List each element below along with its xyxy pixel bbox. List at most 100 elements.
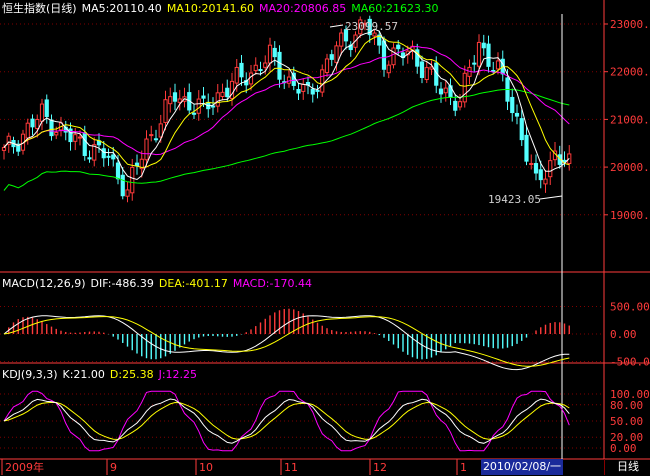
candle-body — [367, 18, 372, 36]
time-tick-label: 11 — [284, 461, 298, 474]
candle-body — [77, 136, 83, 139]
candle-body — [87, 157, 92, 160]
kdj-tick-label: 100.00 — [610, 388, 650, 401]
macd-value: MACD:-170.44 — [232, 277, 312, 290]
candle-body — [462, 72, 467, 103]
j-line — [3, 390, 570, 452]
candle-body — [514, 112, 520, 117]
candle-body — [120, 174, 125, 197]
macd-header: MACD(12,26,9) DIF:-486.39 DEA:-401.17 MACD:… — [2, 277, 317, 290]
kdj-header: KDJ(9,3,3) K:21.00 D:25.38 J:12.25 — [2, 368, 202, 381]
index-name: 恒生指数(日线) — [2, 2, 77, 15]
low-annotation: 19423.05 — [488, 193, 541, 206]
candle-body — [301, 83, 306, 92]
candle-body — [472, 62, 477, 65]
candle-body — [49, 119, 54, 137]
candle-body — [491, 69, 496, 72]
candle-body — [358, 19, 363, 35]
candle-body — [457, 101, 463, 108]
candle-body — [234, 66, 239, 84]
k-line — [3, 398, 570, 444]
candle-body — [495, 60, 501, 70]
time-tick-label: 1 — [460, 461, 467, 474]
candle-body — [334, 45, 339, 63]
price-tick-label: 20000.00 — [610, 161, 650, 174]
candle-body — [286, 76, 292, 84]
candle-body — [329, 54, 334, 60]
d-line — [3, 401, 570, 440]
candle-body — [30, 118, 35, 128]
candle-body — [168, 96, 173, 105]
candle-body — [54, 131, 59, 136]
candle-body — [453, 100, 458, 111]
candle-body — [139, 158, 144, 170]
candle-body — [310, 88, 315, 95]
candle-body — [324, 58, 330, 74]
candle-body — [106, 155, 111, 158]
candle-body — [44, 99, 49, 117]
ma5-value: MA5:20110.40 — [81, 2, 162, 15]
candle-body — [424, 67, 429, 81]
high-annotation: 23099.57 — [345, 20, 398, 33]
candle-body — [163, 99, 168, 123]
candle-body — [125, 189, 130, 197]
cursor-date-label: 2010/02/08/一 — [481, 459, 563, 475]
candle-body — [543, 178, 548, 185]
candle-body — [538, 169, 543, 181]
candle-body — [16, 143, 21, 152]
candle-body — [39, 103, 45, 122]
kdj-tick-label: 80.00 — [610, 399, 643, 412]
ma20-value: MA20:20806.85 — [259, 2, 347, 15]
candle-body — [225, 87, 230, 98]
candle-body — [519, 118, 524, 141]
candle-body — [6, 135, 11, 145]
kdj-tick-label: 0.00 — [610, 442, 637, 455]
d-value: D:25.38 — [109, 368, 154, 381]
price-tick-label: 22000.00 — [610, 66, 650, 79]
price-tick-label: 21000.00 — [610, 113, 650, 126]
candle-body — [343, 29, 349, 42]
candle-body — [92, 144, 97, 161]
candle-body — [210, 105, 216, 108]
macd-title: MACD(12,26,9) — [2, 277, 86, 290]
period-selector[interactable]: 日线 — [604, 459, 650, 475]
kdj-tick-label: 50.00 — [610, 415, 643, 428]
ma60-line — [3, 88, 570, 191]
candle-body — [386, 64, 391, 74]
candle-body — [263, 62, 268, 68]
candle-body — [272, 47, 277, 58]
candle-body — [196, 98, 201, 114]
candle-body — [529, 163, 534, 166]
candle-body — [377, 34, 382, 46]
ma60-value: MA60:21623.30 — [351, 2, 439, 15]
candle-body — [149, 134, 154, 137]
time-tick-label: 9 — [110, 461, 117, 474]
candle-body — [277, 51, 282, 80]
candle-body — [158, 123, 163, 138]
candle-body — [220, 91, 225, 97]
high-marker — [329, 24, 344, 28]
macd-tick-label: 500.00 — [610, 301, 650, 314]
candle-body — [144, 138, 149, 161]
candle-body — [339, 32, 344, 47]
macd-tick-label: -500.00 — [610, 356, 650, 369]
candle-body — [438, 88, 444, 95]
candle-body — [239, 62, 244, 78]
candle-body — [524, 134, 529, 162]
time-tick-label: 2009年 — [5, 460, 44, 474]
candle-body — [381, 40, 387, 70]
price-tick-label: 23000.00 — [610, 18, 650, 31]
candle-body — [476, 41, 482, 67]
candle-body — [510, 96, 515, 114]
candle-body — [111, 154, 116, 160]
candle-body — [244, 80, 249, 86]
time-tick-label: 10 — [199, 461, 213, 474]
ma10-value: MA10:20141.60 — [166, 2, 255, 15]
candle-body — [362, 22, 368, 25]
candle-body — [253, 64, 258, 72]
candle-body — [153, 138, 159, 141]
candle-body — [372, 32, 377, 37]
candle-body — [82, 132, 87, 156]
candle-body — [134, 162, 140, 167]
